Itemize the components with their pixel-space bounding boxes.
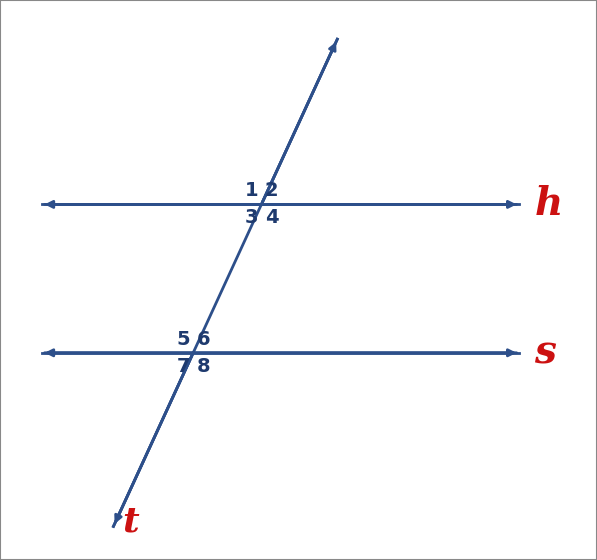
Text: 5: 5 [176,330,190,349]
Text: 6: 6 [196,330,210,349]
Text: 3: 3 [245,208,258,227]
Text: s: s [534,334,556,372]
Text: 7: 7 [177,357,190,376]
Text: h: h [534,185,562,223]
Text: 8: 8 [196,357,210,376]
Text: 1: 1 [245,181,258,200]
Text: t: t [122,504,139,538]
Text: 4: 4 [264,208,278,227]
Text: 2: 2 [264,181,278,200]
